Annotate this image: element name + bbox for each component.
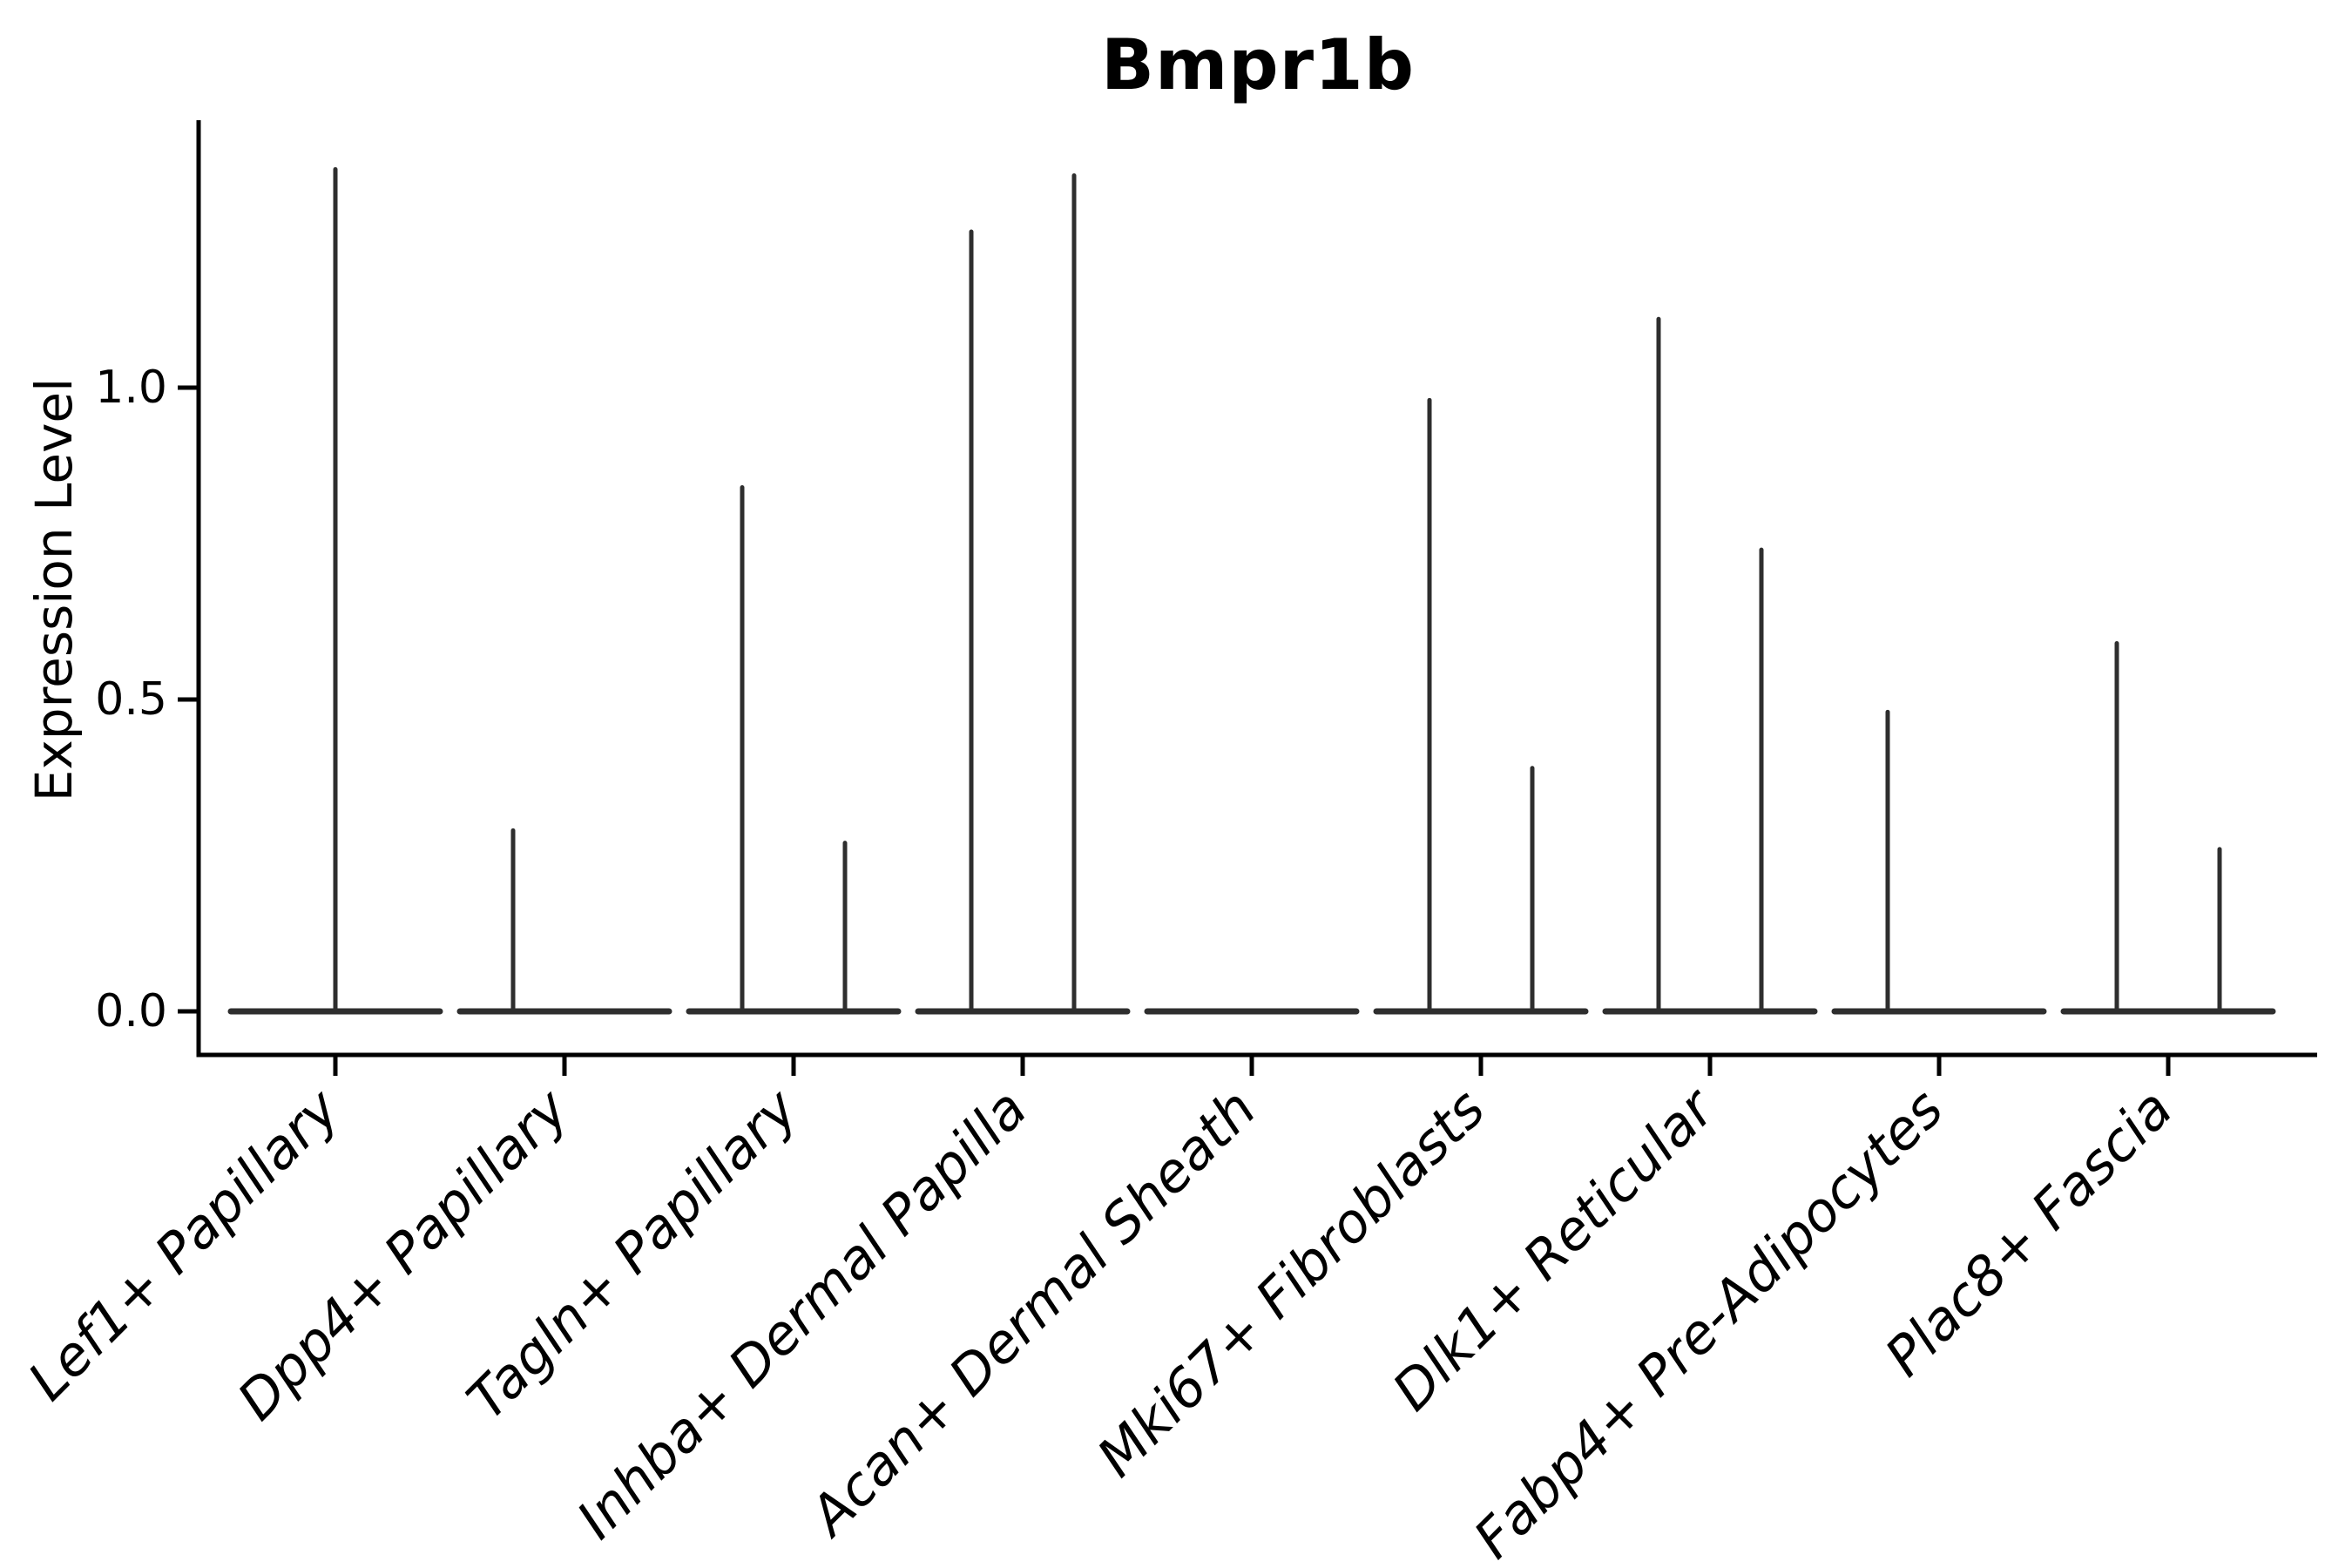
y-tick-label: 0.0 (95, 985, 167, 1037)
chart-title: Bmpr1b (1101, 24, 1415, 105)
x-tick-label: Mki67+ Fibroblasts (1085, 1077, 1497, 1489)
y-tick-label: 1.0 (95, 362, 167, 414)
x-tick-label: Acan+ Dermal Sheath (795, 1077, 1268, 1550)
y-tick-label: 0.5 (95, 673, 167, 726)
x-tick-label: Inhba+ Dermal Papilla (564, 1077, 1038, 1551)
x-tick-label: Fabp4+ Pre-Adipocytes (1462, 1077, 1956, 1568)
